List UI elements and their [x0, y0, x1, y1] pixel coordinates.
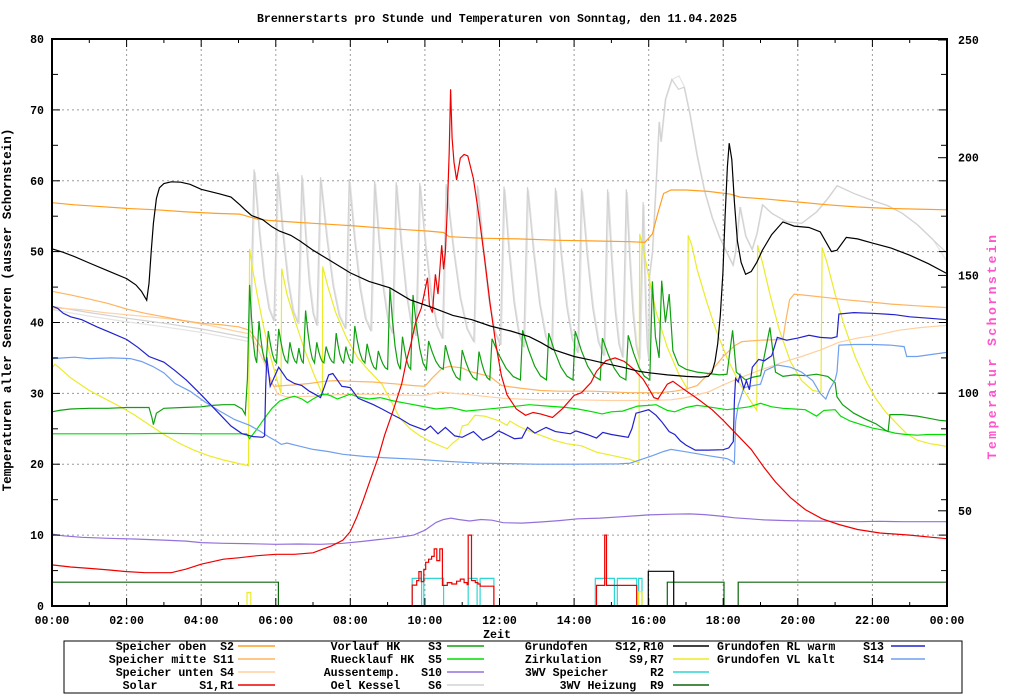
svg-text:Vorlauf HK S3: Vorlauf HK S3	[331, 641, 442, 654]
svg-text:Aussentemp. S10: Aussentemp. S10	[324, 667, 442, 680]
svg-text:50: 50	[30, 247, 44, 260]
svg-text:Zeit: Zeit	[483, 629, 511, 642]
svg-text:02:00: 02:00	[109, 615, 144, 628]
svg-text:Oel Kessel S6: Oel Kessel S6	[331, 680, 442, 693]
svg-text:04:00: 04:00	[184, 615, 219, 628]
svg-text:50: 50	[958, 506, 972, 519]
svg-text:0: 0	[37, 601, 44, 614]
svg-text:Zirkulation S9,R7: Zirkulation S9,R7	[525, 654, 664, 667]
svg-text:22:00: 22:00	[855, 615, 890, 628]
svg-text:20:00: 20:00	[780, 615, 815, 628]
svg-text:100: 100	[958, 388, 979, 401]
svg-text:06:00: 06:00	[258, 615, 293, 628]
svg-text:10:00: 10:00	[408, 615, 443, 628]
svg-text:Grundofen S12,R10: Grundofen S12,R10	[525, 641, 664, 654]
svg-text:08:00: 08:00	[333, 615, 368, 628]
svg-text:Grundofen VL kalt S14: Grundofen VL kalt S14	[717, 654, 884, 667]
svg-text:250: 250	[958, 35, 979, 48]
svg-text:Ruecklauf HK S5: Ruecklauf HK S5	[331, 654, 442, 667]
svg-text:Brennerstarts pro Stunde und T: Brennerstarts pro Stunde und Temperature…	[257, 13, 737, 26]
svg-text:14:00: 14:00	[557, 615, 592, 628]
svg-text:Temperaturen aller Sensoren (a: Temperaturen aller Sensoren (ausser Scho…	[1, 129, 15, 492]
svg-text:40: 40	[30, 318, 44, 331]
svg-text:Solar S1,R1: Solar S1,R1	[123, 680, 234, 693]
svg-text:150: 150	[958, 270, 979, 283]
svg-text:3WV Speicher R2: 3WV Speicher R2	[525, 667, 664, 680]
svg-text:10: 10	[30, 530, 44, 543]
svg-text:Speicher oben S2: Speicher oben S2	[116, 641, 234, 654]
svg-text:30: 30	[30, 388, 44, 401]
svg-text:80: 80	[30, 34, 44, 47]
svg-text:Temperatur Schornstein: Temperatur Schornstein	[985, 233, 1000, 460]
svg-text:00:00: 00:00	[930, 615, 965, 628]
svg-text:3WV Heizung R9: 3WV Heizung R9	[560, 680, 664, 693]
svg-text:20: 20	[30, 459, 44, 472]
svg-text:Speicher mitte S11: Speicher mitte S11	[109, 654, 234, 667]
svg-text:70: 70	[30, 105, 44, 118]
svg-text:Grundofen RL warm S13: Grundofen RL warm S13	[717, 641, 884, 654]
svg-text:18:00: 18:00	[706, 615, 741, 628]
svg-text:00:00: 00:00	[35, 615, 70, 628]
svg-text:200: 200	[958, 153, 979, 166]
svg-text:Speicher unten S4: Speicher unten S4	[116, 667, 234, 680]
svg-text:16:00: 16:00	[631, 615, 666, 628]
svg-text:12:00: 12:00	[482, 615, 517, 628]
svg-text:60: 60	[30, 176, 44, 189]
